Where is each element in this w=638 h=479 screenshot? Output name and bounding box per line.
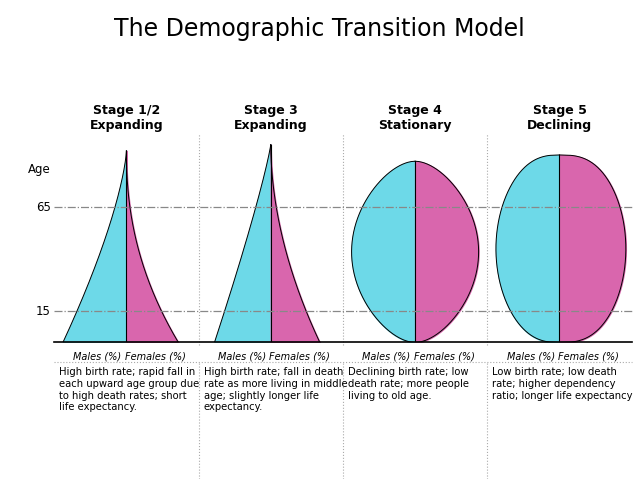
Text: Stage 1/2
Expanding: Stage 1/2 Expanding: [89, 104, 163, 132]
Text: Females (%): Females (%): [125, 351, 186, 361]
Text: The Demographic Transition Model: The Demographic Transition Model: [114, 17, 524, 41]
Text: Declining birth rate; low
death rate; more people
living to old age.: Declining birth rate; low death rate; mo…: [348, 367, 469, 400]
Text: Stage 3
Expanding: Stage 3 Expanding: [234, 104, 308, 132]
Text: Females (%): Females (%): [558, 351, 619, 361]
Text: Males (%): Males (%): [73, 351, 122, 361]
Text: Males (%): Males (%): [218, 351, 266, 361]
Text: Age: Age: [28, 163, 51, 176]
Text: Low birth rate; low death
rate; higher dependency
ratio; longer life expectancy: Low birth rate; low death rate; higher d…: [493, 367, 633, 400]
Text: 15: 15: [36, 305, 51, 318]
Text: 65: 65: [36, 201, 51, 214]
Text: Males (%): Males (%): [362, 351, 410, 361]
Text: High birth rate; fall in death
rate as more living in middle
age; slightly longe: High birth rate; fall in death rate as m…: [204, 367, 347, 412]
Text: Females (%): Females (%): [413, 351, 475, 361]
Text: High birth rate; rapid fall in
each upward age group due
to high death rates; sh: High birth rate; rapid fall in each upwa…: [59, 367, 200, 412]
Text: Females (%): Females (%): [269, 351, 330, 361]
Text: Stage 4
Stationary: Stage 4 Stationary: [378, 104, 452, 132]
Text: Stage 5
Declining: Stage 5 Declining: [527, 104, 592, 132]
Text: Males (%): Males (%): [507, 351, 554, 361]
